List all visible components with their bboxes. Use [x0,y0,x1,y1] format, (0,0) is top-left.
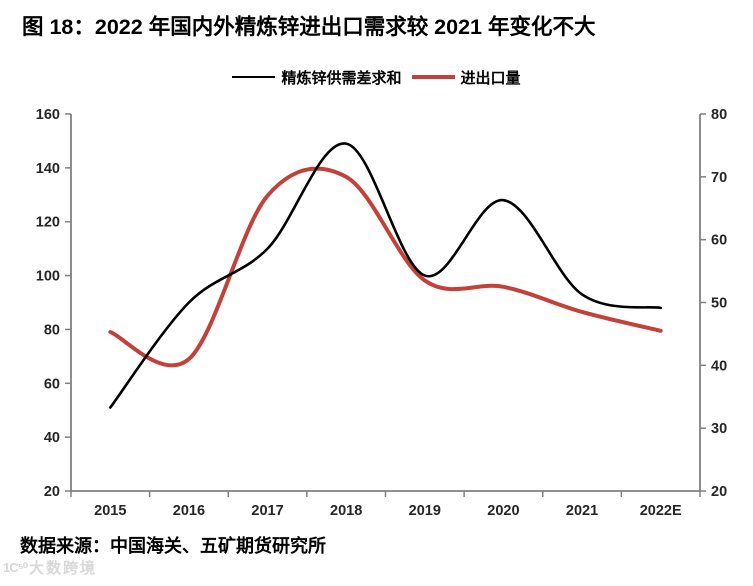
legend-label-import-export-volume: 进出口量 [460,69,521,87]
right-axis-tick-label: 20 [711,484,727,500]
watermark-text: 大数跨境 [28,560,97,577]
series-line-import-export-volume [108,166,663,368]
left-axis-tick-label: 160 [36,107,60,123]
x-axis-category-label: 2016 [173,503,205,519]
x-axis-category-label: 2021 [566,503,598,519]
x-axis-category-label: 2022E [640,503,682,519]
figure-title: 图 18：2022 年国内外精炼锌进出口需求较 2021 年变化不大 [22,15,596,39]
left-axis-tick-label: 40 [44,430,60,446]
data-source-text: 数据来源：中国海关、五矿期货研究所 [20,536,326,556]
right-axis-tick-label: 40 [711,358,727,374]
left-axis-tick-label: 20 [44,484,60,500]
line-chart: 160 140 120 100 80 60 40 20 80 70 60 50 40 30 20 2015 20… [36,107,727,519]
right-axis-tick-label: 80 [711,107,727,123]
left-axis-tick-label: 120 [36,215,60,231]
x-axis-category-label: 2017 [251,503,283,519]
chart-legend: 精炼锌供需差求和 进出口量 [0,64,753,90]
series-line-supply-demand-sum [109,142,662,409]
right-axis-tick-label: 70 [711,170,727,186]
legend-item-supply-demand-sum[interactable]: 精炼锌供需差求和 [232,67,402,88]
right-axis-tick-label: 30 [711,421,727,437]
left-axis-tick-label: 80 [44,322,60,338]
x-axis-category-label: 2019 [409,503,441,519]
x-axis-category-label: 2020 [487,503,519,519]
red-line-swatch [411,75,455,79]
x-axis-category-label: 2015 [94,503,126,519]
right-axis-tick-label: 50 [711,296,727,312]
right-axis-tick-label: 60 [711,233,727,249]
left-axis-tick-label: 100 [36,269,60,285]
watermark-logo-icon: 1C⁵⁰ [3,559,28,575]
x-axis-category-label: 2018 [330,503,362,519]
black-line-swatch [232,75,276,79]
legend-item-import-export-volume[interactable]: 进出口量 [411,67,521,88]
left-axis-tick-label: 60 [44,376,60,392]
watermark: 1C⁵⁰ 大数跨境 [3,557,97,578]
left-axis-tick-label: 140 [36,161,60,177]
legend-label-supply-demand-sum: 精炼锌供需差求和 [281,69,402,87]
